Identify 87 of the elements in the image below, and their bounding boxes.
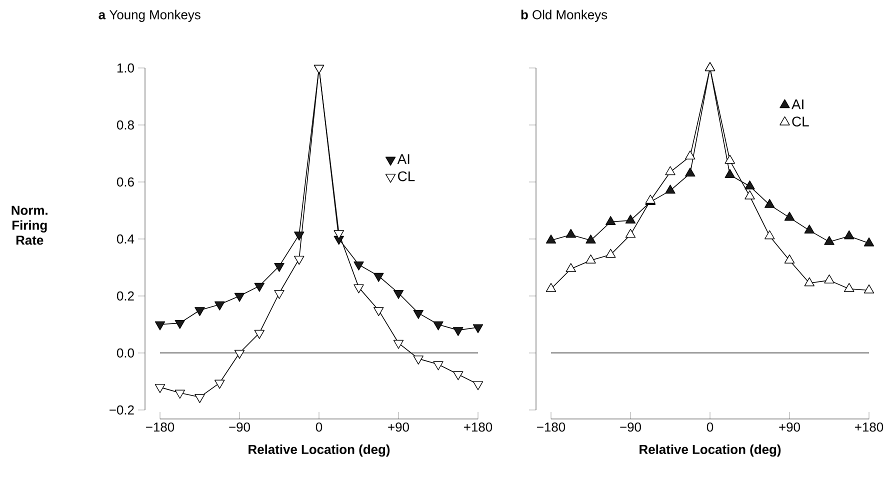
point (294, 232, 304, 241)
point (625, 228, 636, 238)
legend-label: AI (397, 154, 410, 164)
y-tick-label: 0.0 (116, 348, 134, 358)
chart-title: b Old Monkeys (521, 10, 608, 22)
x-tick-label: 0 (316, 422, 322, 432)
point (784, 212, 795, 221)
point (764, 198, 775, 208)
point (374, 272, 384, 282)
point (354, 284, 364, 294)
x-tick-label: +180 (855, 422, 884, 432)
point (433, 361, 444, 370)
point (234, 350, 245, 359)
point (804, 277, 814, 286)
point (274, 290, 284, 299)
chart-title: a Young Monkeys (98, 10, 200, 22)
legend-label: CL (792, 116, 809, 126)
x-tick-label: +90 (388, 422, 409, 432)
point (606, 216, 616, 225)
point (214, 380, 225, 389)
point (586, 254, 596, 264)
x-tick-label: −180 (537, 422, 566, 432)
point (764, 230, 775, 240)
point (393, 340, 404, 349)
point (393, 290, 404, 299)
point (625, 214, 636, 224)
point (413, 310, 424, 319)
point (194, 307, 205, 316)
point (413, 356, 424, 365)
point (472, 381, 484, 390)
point (453, 371, 464, 380)
point (724, 169, 735, 178)
x-axis-title: Relative Location (deg) (248, 444, 390, 457)
point (154, 384, 166, 394)
point (254, 282, 264, 292)
point (864, 284, 874, 294)
point (844, 230, 854, 240)
point (194, 394, 205, 404)
x-tick-label: −180 (146, 422, 174, 432)
point (744, 180, 755, 190)
point (546, 283, 556, 292)
point (274, 262, 284, 272)
point (685, 168, 696, 177)
point (566, 228, 576, 238)
y-tick-label: −0.2 (110, 405, 134, 415)
y-tick-label: 0.6 (116, 177, 134, 187)
x-tick-label: +90 (779, 422, 800, 432)
point (154, 321, 166, 330)
point (724, 154, 735, 164)
point (665, 184, 676, 194)
point (214, 301, 225, 310)
point (294, 256, 304, 265)
legend-label: AI (792, 100, 804, 110)
y-axis-title: Norm. Firing Rate (12, 206, 48, 245)
point (566, 263, 576, 272)
point (334, 230, 344, 240)
x-axis-title: Relative Location (deg) (640, 444, 781, 457)
point (606, 248, 616, 258)
point (374, 307, 384, 316)
x-tick-label: 0 (706, 422, 714, 432)
point (354, 262, 364, 270)
point (864, 237, 874, 246)
point (472, 324, 484, 334)
point (453, 327, 464, 336)
point (433, 321, 444, 330)
y-tick-label: 0.4 (116, 234, 134, 244)
point (234, 292, 245, 302)
legend-label: CL (398, 171, 415, 182)
point (784, 254, 795, 264)
point (685, 150, 696, 160)
x-tick-label: +180 (464, 422, 492, 432)
x-tick-label: −90 (229, 422, 250, 432)
point (546, 234, 556, 244)
y-tick-label: 1.0 (117, 63, 134, 73)
point (586, 234, 596, 244)
point (174, 320, 185, 329)
point (824, 274, 834, 284)
point (174, 390, 185, 399)
x-tick-label: −90 (620, 422, 641, 432)
y-tick-label: 0.2 (116, 291, 134, 301)
point (804, 224, 814, 234)
point (744, 190, 755, 200)
point (824, 236, 834, 245)
point (844, 283, 854, 292)
point (665, 166, 676, 176)
point (254, 330, 264, 339)
y-tick-label: 0.8 (116, 120, 134, 130)
